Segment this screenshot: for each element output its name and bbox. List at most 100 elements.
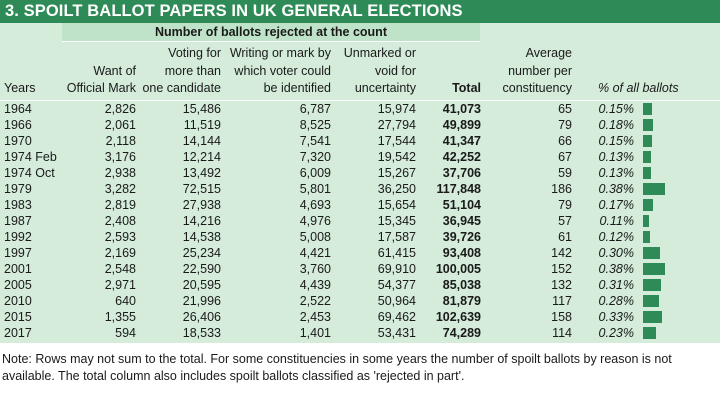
voting-for-cell: 22,590 (182, 262, 221, 276)
total-cell: 117,848 (436, 182, 482, 196)
table-row: 1974 Oct 2,938 13,492 6,009 15,267 37,706 59 0.… (0, 165, 720, 181)
average-cell: 66 (558, 134, 572, 148)
voting-for-cell: 27,938 (182, 198, 221, 212)
unmarked-cell: 69,910 (377, 262, 416, 276)
header-voting-for-line1: Voting for (168, 46, 221, 60)
want-mark-cell: 2,819 (104, 198, 136, 212)
unmarked-cell: 17,587 (377, 230, 416, 244)
header-pct: % of all ballots (598, 81, 679, 95)
year-cell: 1997 (4, 246, 32, 260)
unmarked-cell: 15,267 (377, 166, 416, 180)
writing-cell: 4,976 (299, 214, 331, 228)
header-unmarked-line2: void for (375, 64, 416, 78)
want-mark-cell: 640 (115, 294, 136, 308)
pct-bar (643, 247, 660, 259)
average-cell: 117 (552, 294, 572, 308)
writing-cell: 7,541 (299, 134, 331, 148)
pct-cell: 0.38% (598, 262, 634, 276)
unmarked-cell: 50,964 (377, 294, 416, 308)
table-row: 1997 2,169 25,234 4,421 61,415 93,408 142 0.30% (0, 245, 720, 261)
table-row: 1987 2,408 14,216 4,976 15,345 36,945 57 0.11% (0, 213, 720, 229)
average-cell: 79 (558, 118, 572, 132)
year-cell: 1970 (4, 134, 32, 148)
pct-cell: 0.31% (598, 278, 634, 292)
writing-cell: 4,693 (299, 198, 331, 212)
average-cell: 152 (551, 262, 572, 276)
pct-bar (643, 215, 649, 227)
table-row: 1992 2,593 14,538 5,008 17,587 39,726 61 0.12% (0, 229, 720, 245)
pct-bar (643, 167, 651, 179)
table-row: 1983 2,819 27,938 4,693 15,654 51,104 79 0.17% (0, 197, 720, 213)
voting-for-cell: 11,519 (183, 118, 221, 132)
voting-for-cell: 20,595 (182, 278, 221, 292)
pct-cell: 0.28% (598, 294, 634, 308)
unmarked-cell: 36,250 (377, 182, 416, 196)
total-cell: 36,945 (442, 214, 481, 228)
pct-bar (643, 295, 659, 307)
total-cell: 74,289 (442, 326, 481, 340)
header-writing-line2: which voter could (234, 64, 331, 78)
unmarked-cell: 19,542 (377, 150, 416, 164)
writing-cell: 1,401 (299, 326, 331, 340)
pct-bar (643, 311, 662, 323)
total-cell: 41,347 (442, 134, 481, 148)
header-total: Total (452, 81, 481, 95)
year-cell: 1983 (4, 198, 32, 212)
total-cell: 49,899 (442, 118, 481, 132)
unmarked-cell: 15,654 (377, 198, 416, 212)
pct-cell: 0.17% (598, 198, 634, 212)
want-mark-cell: 2,548 (104, 262, 136, 276)
average-cell: 132 (551, 278, 572, 292)
voting-for-cell: 18,533 (182, 326, 221, 340)
unmarked-cell: 15,974 (377, 102, 416, 116)
writing-cell: 5,801 (299, 182, 331, 196)
unmarked-cell: 53,431 (377, 326, 416, 340)
page-title: 3. SPOILT BALLOT PAPERS IN UK GENERAL EL… (0, 0, 720, 23)
header-divider (0, 100, 720, 101)
unmarked-cell: 15,345 (377, 214, 416, 228)
total-cell: 93,408 (442, 246, 481, 260)
pct-bar (643, 151, 651, 163)
table-row: 1974 Feb 3,176 12,214 7,320 19,542 42,252 67 0.… (0, 149, 720, 165)
want-mark-cell: 2,408 (104, 214, 136, 228)
pct-bar (643, 119, 653, 131)
year-cell: 2015 (4, 310, 32, 324)
pct-cell: 0.23% (598, 326, 634, 340)
total-cell: 41,073 (442, 102, 481, 116)
pct-bar (643, 231, 650, 243)
average-cell: 186 (551, 182, 572, 196)
pct-cell: 0.38% (598, 182, 634, 196)
total-cell: 85,038 (442, 278, 481, 292)
voting-for-cell: 21,996 (182, 294, 221, 308)
average-cell: 65 (558, 102, 572, 116)
voting-for-cell: 14,144 (182, 134, 221, 148)
pct-bar (643, 199, 653, 211)
year-cell: 1974 Oct (4, 166, 55, 180)
header-writing-line1: Writing or mark by (229, 46, 331, 60)
pct-bar (643, 135, 652, 147)
voting-for-cell: 13,492 (182, 166, 221, 180)
header-unmarked-line3: uncertainty (354, 81, 416, 95)
table-row: 2001 2,548 22,590 3,760 69,910 100,005 152 0.38… (0, 261, 720, 277)
voting-for-cell: 15,486 (182, 102, 221, 116)
average-cell: 142 (551, 246, 572, 260)
want-mark-cell: 2,593 (104, 230, 136, 244)
pct-bar (643, 279, 661, 291)
writing-cell: 4,439 (299, 278, 331, 292)
header-unmarked-line1: Unmarked or (343, 46, 416, 60)
writing-cell: 3,760 (299, 262, 331, 276)
writing-cell: 6,787 (299, 102, 331, 116)
writing-cell: 4,421 (299, 246, 331, 260)
table-body: 1964 2,826 15,486 6,787 15,974 41,073 65 0.15% 1… (0, 101, 720, 341)
header-want-mark-line2: Official Mark (66, 81, 136, 95)
table-row: 1970 2,118 14,144 7,541 17,544 41,347 66 0.15% (0, 133, 720, 149)
header-average-line2: number per (508, 64, 572, 78)
writing-cell: 2,453 (299, 310, 331, 324)
pct-cell: 0.13% (598, 166, 634, 180)
total-cell: 37,706 (442, 166, 481, 180)
voting-for-cell: 72,515 (182, 182, 221, 196)
year-cell: 2010 (4, 294, 32, 308)
total-cell: 39,726 (442, 230, 481, 244)
unmarked-cell: 69,462 (377, 310, 416, 324)
year-cell: 1964 (4, 102, 32, 116)
